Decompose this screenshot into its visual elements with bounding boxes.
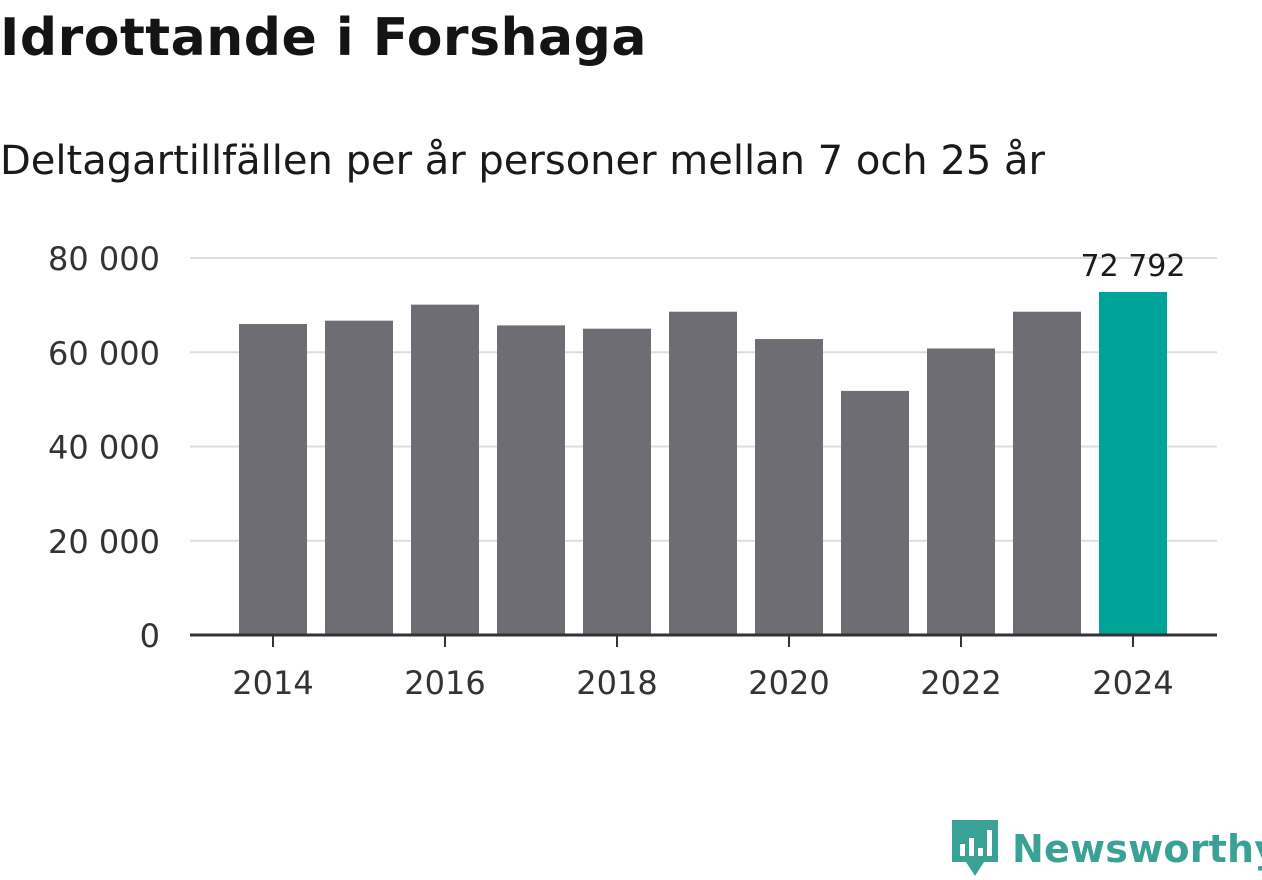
- y-tick-label: 20 000: [48, 523, 160, 561]
- newsworthy-logo-icon: [952, 820, 998, 876]
- data-labels: 72 792: [1081, 249, 1186, 284]
- x-tick-label: 2016: [404, 664, 485, 702]
- bar-2024: [1099, 291, 1167, 635]
- bar-2014: [239, 323, 307, 635]
- x-tick-label: 2020: [748, 664, 829, 702]
- bar-2020: [755, 339, 823, 635]
- y-tick-label: 0: [140, 617, 160, 655]
- y-tick-label: 40 000: [48, 429, 160, 467]
- y-tick-label: 60 000: [48, 334, 160, 372]
- data-label-2024: 72 792: [1081, 249, 1186, 284]
- chart-title: Idrottande i Forshaga: [0, 8, 647, 68]
- bar-2017: [497, 325, 565, 635]
- x-tick-label: 2018: [576, 664, 657, 702]
- y-tick-label: 80 000: [48, 240, 160, 278]
- y-axis-ticks: 0 20 000 40 000 60 000 80 000: [48, 240, 160, 655]
- x-axis-ticks: 2014 2016 2018 2020 2022 2024: [232, 635, 1174, 702]
- x-tick-label: 2024: [1092, 664, 1173, 702]
- bar-2018: [583, 328, 651, 635]
- x-tick-label: 2014: [232, 664, 313, 702]
- bar-2021: [841, 390, 909, 635]
- bar-2023: [1013, 311, 1081, 635]
- x-tick-label: 2022: [920, 664, 1001, 702]
- chart-subtitle: Deltagartillfällen per år personer mella…: [0, 138, 1045, 184]
- bars: [239, 291, 1167, 635]
- brand-name: Newsworthy: [1012, 827, 1262, 871]
- bar-2015: [325, 320, 393, 635]
- bar-2016: [411, 304, 479, 635]
- bar-2019: [669, 311, 737, 635]
- newsworthy-logo: Newsworthy: [950, 818, 1262, 880]
- bar-2022: [927, 348, 995, 635]
